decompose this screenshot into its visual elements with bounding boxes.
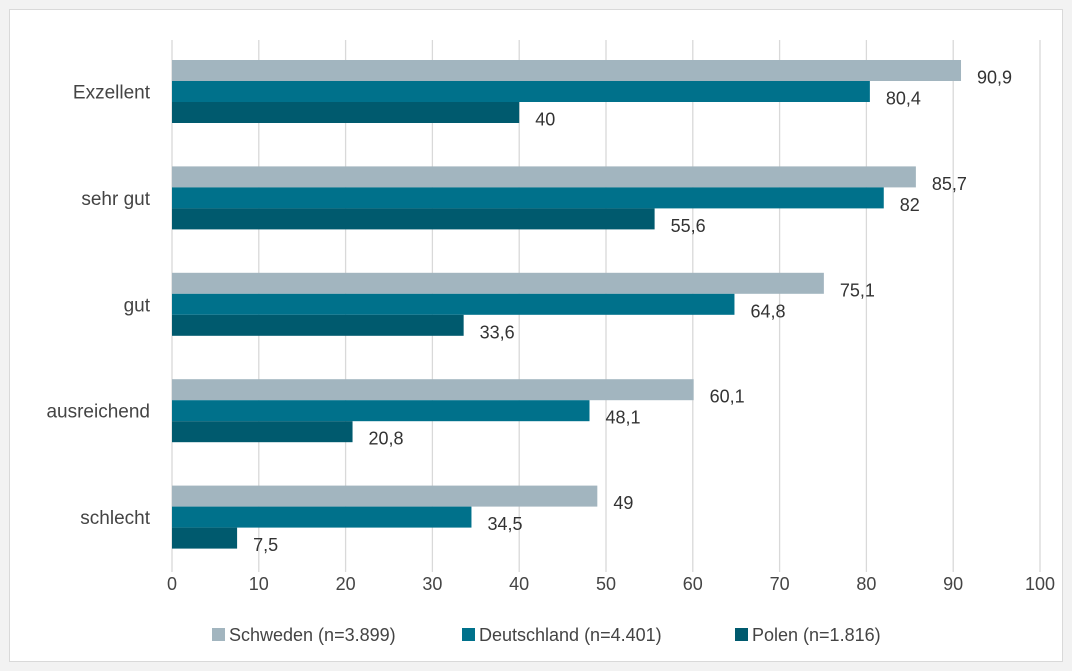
- x-tick-label: 90: [943, 574, 963, 594]
- legend-label: Deutschland (n=4.401): [479, 625, 662, 645]
- data-label: 80,4: [886, 89, 921, 109]
- data-label: 20,8: [369, 429, 404, 449]
- bar: [172, 314, 464, 336]
- bar: [172, 506, 472, 528]
- bar: [172, 485, 598, 507]
- x-tick-label: 10: [249, 574, 269, 594]
- data-label: 75,1: [840, 280, 875, 300]
- bar: [172, 81, 870, 102]
- x-tick-label: 80: [856, 574, 876, 594]
- data-label: 49: [613, 493, 633, 513]
- legend-label: Polen (n=1.816): [752, 625, 881, 645]
- data-label: 60,1: [710, 387, 745, 407]
- legend-swatch: [212, 628, 225, 641]
- data-label: 85,7: [932, 174, 967, 194]
- data-label: 34,5: [487, 514, 522, 534]
- bar: [172, 421, 353, 443]
- legend-label: Schweden (n=3.899): [229, 625, 396, 645]
- category-label: schlecht: [80, 508, 150, 529]
- data-labels: 90,9 80,4 40 85,7 82 55,6 75,1 64,8 33,6 60,1 48,1…: [253, 68, 1012, 556]
- legend: Schweden (n=3.899) Deutschland (n=4.401) P…: [212, 625, 881, 645]
- bar: [172, 102, 520, 123]
- x-tick-label: 100: [1025, 574, 1055, 594]
- x-tick-label: 50: [596, 574, 616, 594]
- category-labels: Exzellent sehr gut gut ausreichend schlecht: [46, 83, 150, 530]
- data-label: 64,8: [750, 301, 785, 321]
- x-tick-label: 30: [422, 574, 442, 594]
- category-label: ausreichend: [46, 402, 150, 423]
- x-tick-label: 40: [509, 574, 529, 594]
- bar: [172, 272, 824, 294]
- bars: [172, 60, 962, 549]
- bar: [172, 379, 694, 401]
- data-label: 82: [900, 195, 920, 215]
- category-label: Exzellent: [73, 83, 151, 104]
- bar: [172, 166, 916, 188]
- x-tick-label: 70: [770, 574, 790, 594]
- category-label: sehr gut: [81, 189, 150, 210]
- data-label: 55,6: [671, 216, 706, 236]
- bar: [172, 187, 884, 209]
- x-tick-label: 60: [683, 574, 703, 594]
- x-tick-label: 20: [336, 574, 356, 594]
- legend-swatch: [735, 628, 748, 641]
- legend-swatch: [462, 628, 475, 641]
- bar: [172, 60, 962, 81]
- bar: [172, 527, 238, 549]
- bar: [172, 208, 655, 230]
- data-label: 33,6: [480, 322, 515, 342]
- data-label: 48,1: [606, 408, 641, 428]
- category-label: gut: [124, 295, 151, 316]
- data-label: 90,9: [977, 68, 1012, 88]
- bar: [172, 293, 735, 315]
- gridlines: [171, 40, 1041, 572]
- bar: [172, 400, 590, 422]
- data-label: 40: [535, 110, 555, 130]
- x-tick-label: 0: [167, 574, 177, 594]
- x-axis-tick-labels: 0 10 20 30 40 50 60 70 80 90 100: [167, 574, 1055, 594]
- data-label: 7,5: [253, 535, 278, 555]
